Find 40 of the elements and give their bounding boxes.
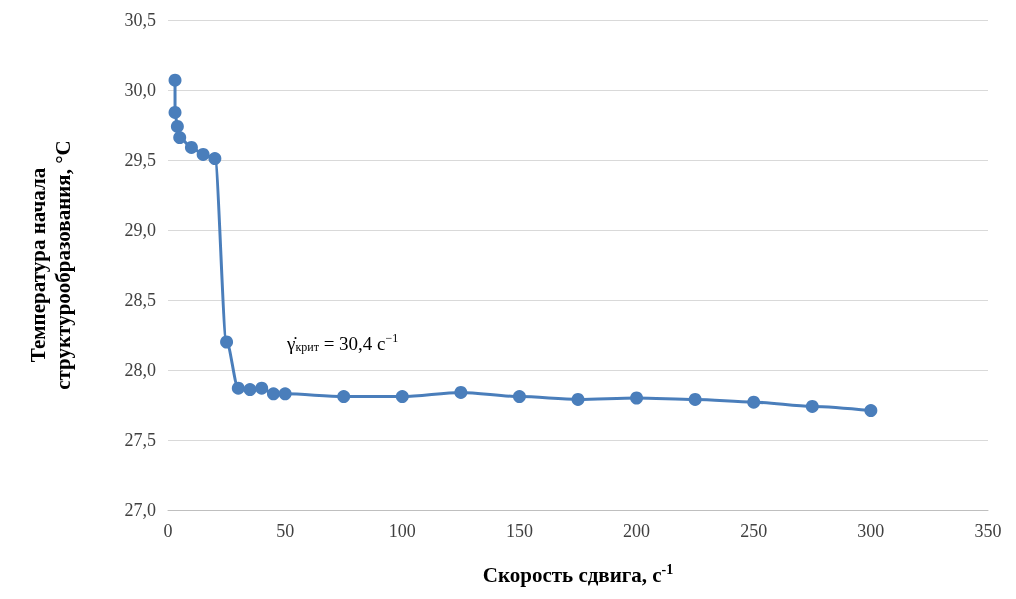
- y-tick-label: 28,5: [124, 290, 156, 310]
- point: [243, 383, 257, 397]
- y-tick-label: 30,0: [124, 80, 156, 100]
- point: [168, 105, 182, 119]
- y-tick-label: 29,0: [124, 220, 156, 240]
- point: [395, 390, 409, 404]
- x-tick-label: 150: [505, 521, 533, 541]
- point: [173, 131, 187, 145]
- point: [208, 152, 222, 166]
- point: [512, 390, 526, 404]
- point: [688, 392, 702, 406]
- x-tick-label: 0: [163, 521, 173, 541]
- x-tick-label: 250: [740, 521, 768, 541]
- x-tick-label: 200: [623, 521, 651, 541]
- x-tick-label: 100: [388, 521, 416, 541]
- point: [630, 391, 644, 405]
- point: [168, 73, 182, 87]
- point: [220, 335, 234, 349]
- point: [184, 140, 198, 154]
- point: [454, 385, 468, 399]
- y-axis-title: Температура начала структурообразования, °C: [26, 140, 76, 390]
- x-tick-label: 50: [276, 521, 295, 541]
- point: [170, 119, 184, 133]
- x-tick-label: 300: [857, 521, 885, 541]
- y-tick-label: 27,5: [124, 430, 156, 450]
- point: [337, 390, 351, 404]
- y-tick-label: 28,0: [124, 360, 156, 380]
- point: [278, 387, 292, 401]
- point: [571, 392, 585, 406]
- point: [864, 404, 878, 418]
- point: [196, 147, 210, 161]
- y-tick-label: 30,5: [124, 10, 156, 30]
- x-tick-label: 350: [974, 521, 1002, 541]
- point: [231, 381, 245, 395]
- y-tick-label: 29,5: [124, 150, 156, 170]
- point: [255, 381, 269, 395]
- point: [266, 387, 280, 401]
- y-tick-label: 27,0: [124, 500, 156, 520]
- point: [805, 399, 819, 413]
- point: [747, 395, 761, 409]
